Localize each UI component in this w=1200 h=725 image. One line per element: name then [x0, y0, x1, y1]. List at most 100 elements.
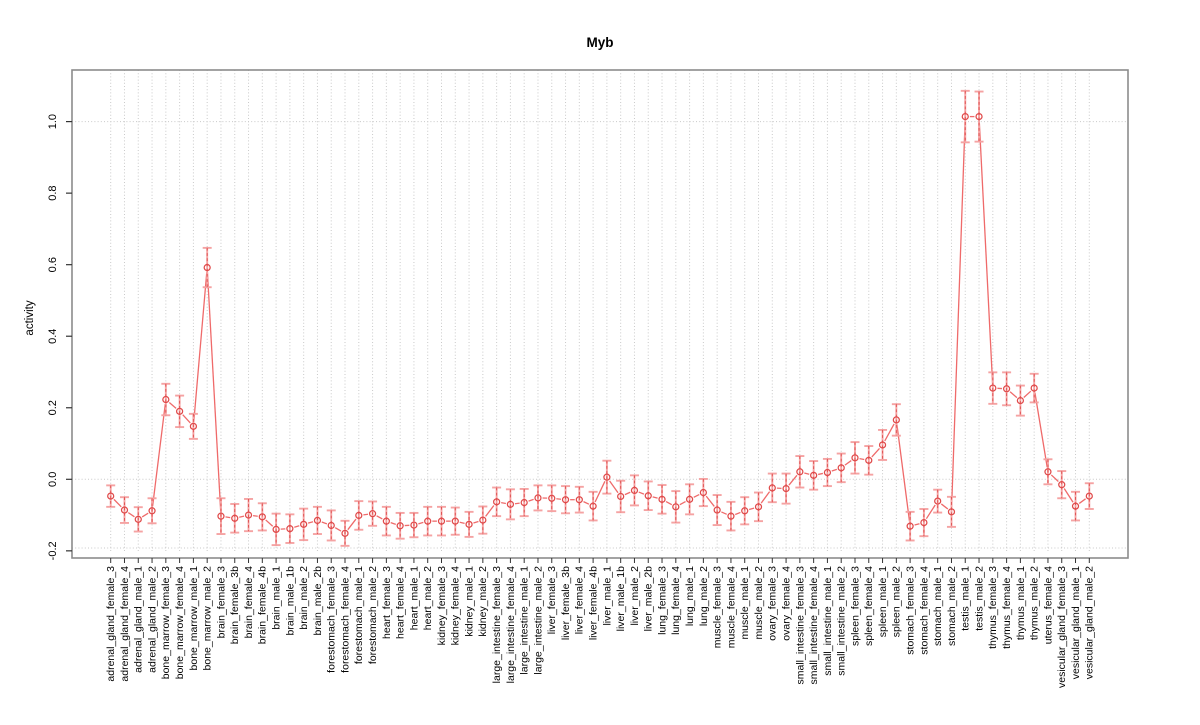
error-bar	[244, 499, 253, 531]
series-line-segment	[1079, 499, 1085, 504]
error-bar	[533, 485, 542, 510]
x-tick-label: muscle_male_1	[739, 566, 751, 640]
series-line-segment	[515, 503, 520, 504]
x-tick-label: lung_female_4	[670, 566, 682, 635]
x-tick-label: liver_male_2b	[643, 566, 655, 632]
series-line-segment	[789, 475, 797, 485]
x-tick-label: vesicular_gland_male_2	[1084, 566, 1096, 679]
series-line-segment	[473, 521, 478, 523]
error-bar	[299, 509, 308, 540]
error-bar	[341, 521, 350, 546]
error-bar	[906, 512, 915, 541]
y-tick-label: 0.2	[47, 400, 59, 415]
series-line-segment	[1064, 489, 1073, 503]
series-line-segment	[979, 121, 992, 383]
series-line-segment	[239, 516, 244, 517]
series-line-segment	[952, 121, 965, 507]
error-bar	[644, 481, 653, 510]
error-bar	[699, 479, 708, 506]
error-bar	[520, 489, 529, 516]
x-tick-label: liver_female_4b	[588, 566, 600, 640]
error-bar	[768, 474, 777, 503]
error-bar	[1016, 386, 1025, 416]
x-tick-label: forestomach_male_2	[367, 566, 379, 664]
series-line-segment	[226, 517, 231, 518]
y-tick-label: 1.0	[47, 114, 59, 129]
x-tick-label: liver_male_2	[629, 566, 641, 626]
series-line-segment	[721, 512, 726, 514]
series-line-segment	[194, 272, 207, 422]
error-bar	[437, 507, 446, 536]
series-line-segment	[322, 522, 327, 524]
series-line-segment	[885, 424, 894, 441]
series-line-segment	[169, 403, 176, 409]
x-tick-label: bone_marrow_male_2	[202, 566, 214, 671]
x-tick-label: forestomach_female_3	[326, 566, 338, 673]
error-bar	[230, 504, 239, 533]
x-tick-label: testis_male_1	[960, 566, 972, 631]
x-tick-label: bone_marrow_male_1	[188, 566, 200, 671]
x-tick-label: ovary_female_3	[767, 566, 779, 641]
series-line-segment	[128, 513, 134, 517]
x-tick-label: forestomach_male_1	[353, 566, 365, 664]
series-line-segment	[694, 495, 700, 498]
series-line-segment	[639, 492, 644, 494]
error-bar	[368, 501, 377, 525]
x-tick-label: bone_marrow_female_4	[174, 566, 186, 679]
error-bar	[988, 372, 997, 403]
error-bar	[658, 485, 667, 514]
error-bar	[382, 507, 391, 536]
x-tick-label: kidney_female_4	[450, 566, 462, 646]
y-tick-label: 0.4	[47, 329, 59, 344]
x-tick-label: testis_male_2	[973, 566, 985, 631]
x-tick-label: brain_male_2	[298, 566, 310, 630]
x-tick-label: spleen_female_3	[849, 566, 861, 646]
error-bar	[878, 430, 887, 460]
series-line-segment	[583, 502, 588, 505]
error-bar	[1030, 374, 1039, 403]
x-tick-label: small_intestine_female_3	[794, 566, 806, 685]
x-tick-label: brain_male_2b	[312, 566, 324, 636]
series-line-segment	[1035, 393, 1047, 468]
series-line-segment	[706, 496, 714, 506]
error-bar	[740, 497, 749, 524]
series-line-segment	[335, 528, 341, 531]
series-line-segment	[915, 524, 920, 525]
x-tick-label: kidney_male_2	[477, 566, 489, 637]
x-tick-label: adrenal_gland_female_3	[105, 566, 117, 682]
error-bar	[1057, 471, 1066, 498]
error-bar	[409, 513, 418, 537]
x-tick-label: stomach_female_4	[918, 566, 930, 655]
error-bar	[506, 489, 515, 519]
error-bar	[189, 414, 198, 439]
x-tick-label: spleen_female_4	[863, 566, 875, 646]
series-line-segment	[818, 473, 823, 474]
x-tick-label: liver_female_4	[574, 566, 586, 634]
error-bar	[616, 481, 625, 512]
x-tick-label: adrenal_gland_male_2	[146, 566, 158, 673]
series-line-segment	[625, 492, 630, 494]
x-tick-label: lung_male_1	[684, 566, 696, 626]
x-tick-label: heart_female_4	[395, 566, 407, 639]
x-tick-label: stomach_male_2	[946, 566, 958, 646]
error-bar	[754, 493, 763, 522]
error-bar	[423, 507, 432, 536]
x-tick-label: muscle_female_4	[725, 566, 737, 648]
x-tick-label: liver_male_1	[601, 566, 613, 626]
error-bar	[547, 485, 556, 511]
error-bar	[203, 248, 212, 287]
error-bar	[782, 474, 791, 504]
x-tick-label: small_intestine_male_1	[822, 566, 834, 676]
x-tick-label: brain_male_1	[270, 566, 282, 630]
series-line-segment	[207, 272, 220, 511]
series-line-segment	[897, 424, 910, 521]
error-bar	[285, 514, 294, 543]
x-tick-label: muscle_female_3	[712, 566, 724, 648]
error-bar	[713, 495, 722, 525]
series-line-segment	[832, 469, 837, 471]
series-line-segment	[308, 522, 313, 523]
error-bar	[589, 492, 598, 521]
series-line-segment	[941, 504, 948, 509]
error-bar	[354, 501, 363, 530]
